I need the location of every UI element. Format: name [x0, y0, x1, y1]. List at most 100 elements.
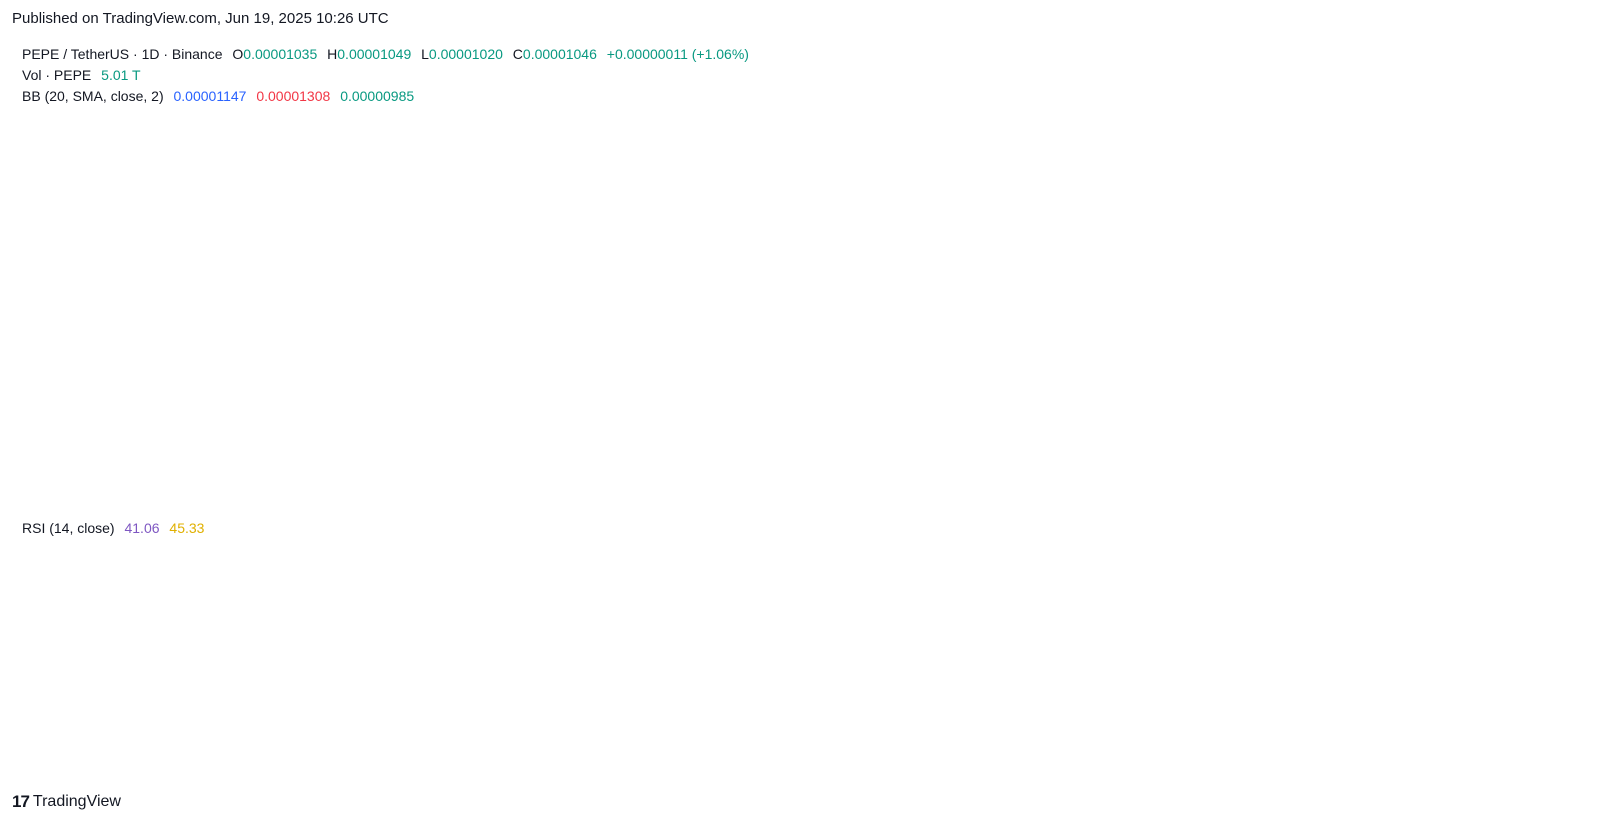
candle-body: [174, 196, 204, 217]
candle: [1297, 307, 1328, 351]
bb-fill: [34, 89, 1391, 493]
rsi-band: [12, 530, 1430, 708]
volume-bar: [519, 378, 557, 496]
candle: [251, 170, 282, 233]
volume-bar: [751, 364, 789, 496]
open-value: 0.00001035: [243, 46, 318, 62]
bb-basis-label: 0.00001147: [1443, 274, 1516, 290]
time-tick-label: 25: [414, 740, 430, 756]
bb-row: BB (20, SMA, close, 2) 0.00001147 0.0000…: [22, 86, 749, 107]
bb-lower-value: 0.00000985: [340, 88, 415, 104]
open-label: O: [232, 46, 244, 62]
time-tick-label: 19: [1382, 740, 1398, 756]
candle-body: [445, 196, 476, 206]
price-tick-label: 0.00001200: [1446, 255, 1520, 271]
candle-body: [1181, 291, 1212, 303]
volume-bar: [209, 354, 247, 496]
candle: [1104, 243, 1134, 285]
rsi-pane: 70.00 60.00 50.00 30.00 45.33 41.06: [11, 511, 1492, 716]
tradingview-brand[interactable]: 17 TradingView: [12, 792, 121, 812]
time-tick-label: 19: [181, 740, 197, 756]
candle: [871, 282, 902, 317]
bb-lower-label: 0.00000985: [1443, 331, 1517, 347]
candle: [367, 191, 398, 205]
candle: [1026, 205, 1057, 249]
price-tick-label: 0.00001400: [1446, 184, 1520, 200]
candle: [639, 268, 669, 305]
rsi-label[interactable]: RSI (14, close): [22, 520, 115, 536]
bb-basis-tag: [1436, 272, 1512, 294]
candle: [96, 239, 127, 265]
candle: [1259, 279, 1289, 321]
bb-lower-line: [33, 262, 1391, 494]
close-label: C: [512, 46, 523, 62]
candle: [290, 137, 321, 206]
symbol-title[interactable]: PEPE / TetherUS · 1D · Binance: [22, 46, 223, 62]
change-value: +0.00000011 (+1.06%): [606, 46, 749, 62]
volume-bar: [1294, 349, 1332, 496]
rsi-tick-label: 60.00: [1446, 567, 1481, 583]
candle-body: [522, 191, 553, 196]
volume-bar: [829, 302, 867, 496]
candle: [677, 268, 708, 291]
low-label: L: [421, 46, 429, 62]
bb-label[interactable]: BB (20, SMA, close, 2): [22, 88, 164, 104]
close-value: 0.00001046: [522, 46, 597, 62]
candle: [755, 229, 786, 258]
volume-bar: [596, 279, 634, 496]
candle-body: [755, 250, 786, 253]
volume-bar: [1255, 364, 1293, 496]
time-tick-label: 3: [766, 740, 774, 756]
candle: [1336, 320, 1367, 346]
candle-body: [794, 252, 824, 269]
price-tick-label: 0.00000600: [1446, 470, 1520, 486]
candle-body: [96, 243, 127, 258]
volume-bar: [1371, 467, 1409, 496]
rsi-ma-tag: [1436, 629, 1492, 651]
volume-bar: [403, 335, 440, 496]
time-axis: 15 17 19 21 23 25 27 29 Jun 3 5 7 9 11 13 15 17 19: [26, 740, 1398, 756]
volume-bar: [93, 401, 130, 496]
volume-row: Vol · PEPE 5.01 T: [22, 65, 749, 86]
volume-bar: [54, 387, 92, 496]
tradingview-logo-icon: 17: [12, 792, 30, 811]
candle: [484, 188, 514, 203]
volume-label[interactable]: Vol · PEPE: [22, 67, 92, 83]
candle-body: [57, 227, 88, 244]
candle: [406, 191, 437, 240]
brand-name: TradingView: [32, 793, 121, 810]
volume-value: 5.01 T: [101, 67, 141, 83]
volume-bar: [868, 382, 905, 496]
volume-bar: [906, 425, 944, 496]
candle: [212, 204, 243, 240]
candle: [57, 196, 88, 248]
time-tick-label: 15: [26, 740, 42, 756]
candle-body: [987, 241, 1018, 278]
volume-bar: [1333, 401, 1370, 496]
volume-bar: [558, 302, 595, 496]
candle-body: [639, 277, 669, 280]
time-tick-label: Jun: [680, 740, 705, 756]
candle: [1220, 291, 1251, 310]
current-price-label: 0.00001046: [1443, 310, 1517, 326]
volume-bar: [286, 279, 324, 496]
volume-bar: [1100, 373, 1138, 496]
time-tick-label: 21: [259, 740, 275, 756]
rsi-tick-label: 50.00: [1446, 611, 1481, 627]
rsi-legend: RSI (14, close) 41.06 45.33: [22, 520, 204, 536]
rsi-tick-label: 70.00: [1446, 522, 1481, 538]
volume-bar: [1139, 288, 1177, 496]
candle: [987, 236, 1018, 285]
price-tick-label: 0.00000800: [1446, 398, 1520, 414]
candle: [832, 261, 863, 326]
rsi-tick-label: 30.00: [1446, 700, 1481, 716]
volume-bar: [1216, 415, 1254, 496]
candle-body: [1142, 281, 1173, 291]
candle: [600, 209, 631, 280]
volume-bar: [635, 345, 673, 496]
time-tick-label: 15: [1227, 740, 1243, 756]
candle-body: [600, 211, 631, 280]
bb-lower-tag: [1436, 329, 1512, 351]
volume-bar: [1023, 312, 1060, 496]
